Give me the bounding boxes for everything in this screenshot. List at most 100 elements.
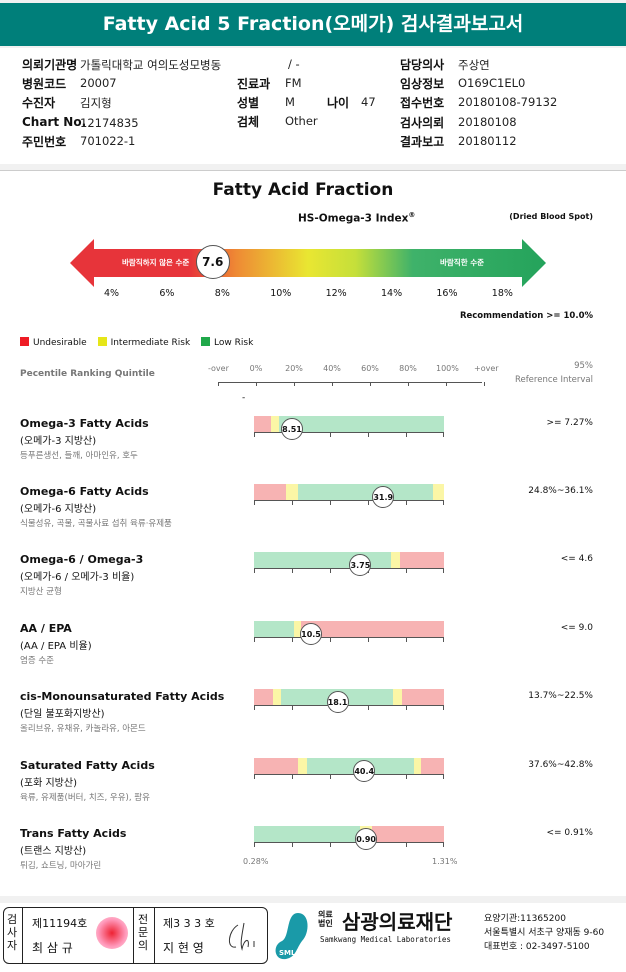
result-food-sources: 튀김, 쇼트닝, 마아가린 [20, 861, 102, 871]
result-name: Omega-6 / Omega-3 [20, 553, 144, 566]
chart-value: 12174835 [80, 116, 139, 130]
omega3-index-arrow [70, 239, 546, 287]
bar-tick [368, 638, 369, 642]
result-value-marker: 0.90 [355, 828, 378, 850]
section-heading: Fatty Acid Fraction [212, 180, 394, 200]
sex-label: 성별 [237, 96, 260, 110]
index-tick-label: 4% [104, 288, 120, 299]
specialist-label: 전문의 [138, 913, 149, 952]
inspector-name: 최 삼 규 [32, 941, 73, 955]
scale-tick [408, 382, 409, 386]
bar-segment-r [421, 758, 444, 774]
result-name: Saturated Fatty Acids [20, 759, 155, 772]
bar-segment-y [390, 552, 401, 568]
bar-axis [254, 500, 444, 505]
bar-tick [292, 775, 293, 779]
institution-code: 요양기관:11365200 [484, 914, 566, 924]
bar-segment-y [273, 689, 281, 705]
percentile-bar [254, 826, 444, 842]
index-value-marker: 7.6 [195, 245, 230, 279]
hospital-code-value: 20007 [80, 76, 117, 90]
report-title: Fatty Acid 5 Fraction(오메가) 검사결과보고서 [0, 3, 626, 46]
reference-interval: >= 7.27% [546, 418, 593, 428]
bar-tick [330, 433, 331, 437]
bar-tick [406, 775, 407, 779]
results-panel: Fatty Acid Fraction HS-Omega-3 Index® (D… [0, 170, 626, 896]
bar-tick [292, 843, 293, 847]
bar-tick [330, 843, 331, 847]
legend: Undesirable Intermediate Risk Low Risk [20, 337, 253, 348]
bar-segment-r [402, 689, 444, 705]
result-name: cis-Monounsaturated Fatty Acids [20, 690, 225, 703]
result-korean-name: (트랜스 지방산) [20, 846, 87, 857]
patient-info: 의뢰기관명 가톨릭대학교 여의도성모병동 / - 병원코드 20007 수진자 … [0, 48, 626, 164]
bar-tick [254, 433, 255, 437]
specialist-name: 지 현 영 [163, 941, 204, 955]
bar-tick [368, 706, 369, 710]
signature-icon [229, 922, 255, 951]
svg-text:SML: SML [279, 949, 296, 957]
bar-tick [254, 569, 255, 573]
scale-label: +over [474, 364, 499, 373]
legend-intermediate: Intermediate Risk [97, 337, 190, 348]
bar-axis [254, 705, 444, 710]
bar-tick [368, 433, 369, 437]
bar-tick [443, 569, 444, 573]
bar-segment-r [371, 826, 444, 842]
rrn-value: 701022-1 [80, 134, 136, 148]
scale-tick [218, 382, 219, 386]
result-value-marker: 10.5 [300, 623, 322, 645]
result-value-marker: 3.75 [349, 554, 372, 576]
bar-segment-g [254, 826, 361, 842]
specimen-label: 검체 [237, 115, 260, 129]
result-value-marker: 40.4 [353, 760, 376, 782]
result-korean-name: (오메가-6 지방산) [20, 504, 97, 515]
bar-segment-r [254, 416, 272, 432]
bar-tick [406, 501, 407, 505]
report-value: 20180112 [458, 134, 517, 148]
ref-title-2: Reference Interval [514, 375, 593, 385]
result-food-sources: 염증 수준 [20, 656, 54, 666]
result-food-sources: 지방산 균형 [20, 587, 62, 597]
result-food-sources: 올리브유, 유채유, 카놀라유, 아몬드 [20, 724, 146, 734]
desirable-text: 바람직한 수준 [440, 258, 485, 267]
result-value-marker: 18.1 [326, 691, 349, 713]
bar-axis [254, 774, 444, 779]
doctor-value: 주상연 [458, 58, 490, 72]
org-english: Samkwang Medical Laboratories [320, 935, 451, 944]
scale-label: 60% [361, 364, 379, 373]
clinical-label: 임상정보 [400, 77, 445, 91]
institution-value: 가톨릭대학교 여의도성모병동 [80, 58, 222, 72]
bar-tick [406, 433, 407, 437]
inspector-label: 검사자 [7, 913, 18, 952]
sml-logo-icon: SML [275, 913, 308, 960]
bar-segment-r [254, 689, 273, 705]
bar-tick [330, 569, 331, 573]
index-tick-label: 16% [436, 288, 458, 299]
scale-label: 20% [285, 364, 303, 373]
reference-interval: <= 4.6 [560, 554, 593, 564]
specimen-value: Other [285, 114, 318, 128]
bar-segment-r [254, 758, 298, 774]
scale-label: 80% [399, 364, 417, 373]
bar-tick [330, 775, 331, 779]
dept-label: 진료과 [237, 77, 271, 91]
trans-min: 0.28% [243, 857, 269, 866]
bar-tick [443, 775, 444, 779]
bar-tick [292, 569, 293, 573]
bar-segment-g [297, 484, 433, 500]
bar-tick [406, 706, 407, 710]
corp-label: 의료 법인 [318, 910, 333, 928]
bar-tick [254, 638, 255, 642]
bar-tick [292, 706, 293, 710]
bar-tick [406, 638, 407, 642]
reference-interval: <= 0.91% [546, 828, 593, 838]
specimen-note: (Dried Blood Spot) [509, 212, 593, 221]
bar-segment-y [297, 758, 308, 774]
index-tick-label: 6% [159, 288, 175, 299]
footer: 검사자 제11194호 최 삼 규 전문의 제3 3 3 호 지 현 영 SML… [0, 903, 626, 972]
inspector-license: 제11194호 [32, 917, 88, 930]
org-name: 삼광의료재단 [342, 910, 453, 934]
red-swatch-icon [20, 337, 29, 346]
reference-interval: 13.7%~22.5% [528, 691, 593, 701]
